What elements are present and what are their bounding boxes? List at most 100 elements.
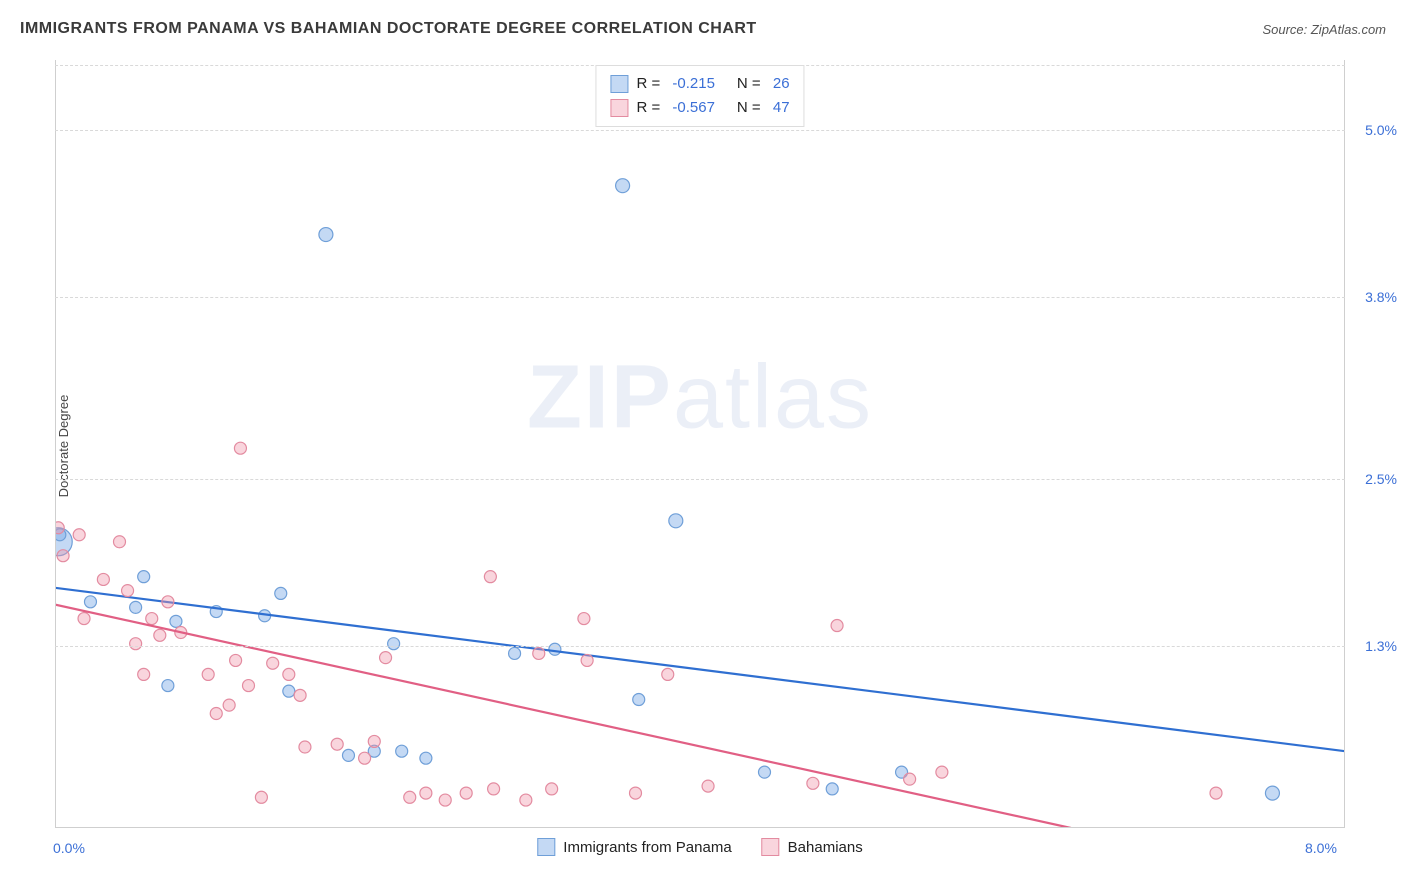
gridline [55, 646, 1345, 647]
chart-area: ZIPatlas 1.3%2.5%3.8%5.0% 0.0%8.0% R = -… [55, 60, 1345, 828]
legend-r-label: R = [636, 96, 664, 120]
legend-n-label: N = [737, 72, 765, 96]
legend-series: Immigrants from Panama Bahamians [537, 838, 862, 856]
y-tick-label: 5.0% [1365, 122, 1397, 138]
trend-line [55, 588, 1345, 751]
data-point [122, 585, 134, 597]
data-point [578, 613, 590, 625]
data-point [275, 587, 287, 599]
data-point [294, 689, 306, 701]
legend-r-value: -0.567 [672, 96, 715, 120]
legend-n-label: N = [737, 96, 765, 120]
y-tick-label: 1.3% [1365, 638, 1397, 654]
data-point [114, 536, 126, 548]
data-point [439, 794, 451, 806]
data-point [342, 749, 354, 761]
data-point [1265, 786, 1279, 800]
data-point [73, 529, 85, 541]
gridline [55, 130, 1345, 131]
legend-swatch [610, 75, 628, 93]
data-point [170, 615, 182, 627]
data-point [230, 654, 242, 666]
data-point [283, 685, 295, 697]
gridline [55, 479, 1345, 480]
x-tick-label: 0.0% [53, 840, 85, 856]
y-tick-label: 3.8% [1365, 289, 1397, 305]
data-point [533, 647, 545, 659]
data-point [146, 613, 158, 625]
data-point [319, 228, 333, 242]
data-point [283, 668, 295, 680]
legend-r-label: R = [636, 72, 664, 96]
data-point [904, 773, 916, 785]
data-point [484, 571, 496, 583]
legend-stats: R = -0.215N = 26R = -0.567N = 47 [595, 65, 804, 127]
gridline [55, 297, 1345, 298]
y-axis-line-right [1344, 60, 1345, 828]
data-point [138, 571, 150, 583]
data-point [55, 522, 64, 534]
legend-swatch [537, 838, 555, 856]
x-axis-line [55, 827, 1345, 828]
y-axis-line-left [55, 60, 56, 828]
data-point [380, 652, 392, 664]
data-point [202, 668, 214, 680]
data-point [57, 550, 69, 562]
legend-series-item: Immigrants from Panama [537, 838, 731, 856]
data-point [549, 643, 561, 655]
data-point [1210, 787, 1222, 799]
data-point [581, 654, 593, 666]
data-point [509, 647, 521, 659]
data-point [396, 745, 408, 757]
data-point [78, 613, 90, 625]
trend-line [55, 605, 1071, 828]
data-point [488, 783, 500, 795]
data-point [84, 596, 96, 608]
data-point [130, 601, 142, 613]
legend-swatch [610, 99, 628, 117]
data-point [702, 780, 714, 792]
legend-series-item: Bahamians [762, 838, 863, 856]
data-point [331, 738, 343, 750]
data-point [130, 638, 142, 650]
legend-series-label: Immigrants from Panama [563, 839, 731, 856]
data-point [255, 791, 267, 803]
data-point [759, 766, 771, 778]
data-point [633, 694, 645, 706]
data-point [420, 752, 432, 764]
data-point [831, 620, 843, 632]
data-point [368, 735, 380, 747]
data-point [97, 573, 109, 585]
legend-r-value: -0.215 [672, 72, 715, 96]
legend-series-label: Bahamians [788, 839, 863, 856]
chart-title: IMMIGRANTS FROM PANAMA VS BAHAMIAN DOCTO… [20, 20, 757, 38]
data-point [807, 777, 819, 789]
data-point [359, 752, 371, 764]
data-point [162, 680, 174, 692]
data-point [243, 680, 255, 692]
data-point [420, 787, 432, 799]
data-point [616, 179, 630, 193]
data-point [630, 787, 642, 799]
data-point [460, 787, 472, 799]
data-point [267, 657, 279, 669]
x-tick-label: 8.0% [1305, 840, 1337, 856]
data-point [154, 629, 166, 641]
legend-n-value: 26 [773, 72, 790, 96]
data-point [826, 783, 838, 795]
data-point [936, 766, 948, 778]
data-point [299, 741, 311, 753]
legend-swatch [762, 838, 780, 856]
chart-source: Source: ZipAtlas.com [1262, 22, 1386, 37]
data-point [662, 668, 674, 680]
data-point [388, 638, 400, 650]
data-point [546, 783, 558, 795]
data-point [404, 791, 416, 803]
data-point [234, 442, 246, 454]
legend-stat-row: R = -0.215 N = 26 [610, 72, 789, 96]
legend-stat-row: R = -0.567N = 47 [610, 96, 789, 120]
data-point [520, 794, 532, 806]
data-point [138, 668, 150, 680]
data-point [223, 699, 235, 711]
y-tick-label: 2.5% [1365, 471, 1397, 487]
